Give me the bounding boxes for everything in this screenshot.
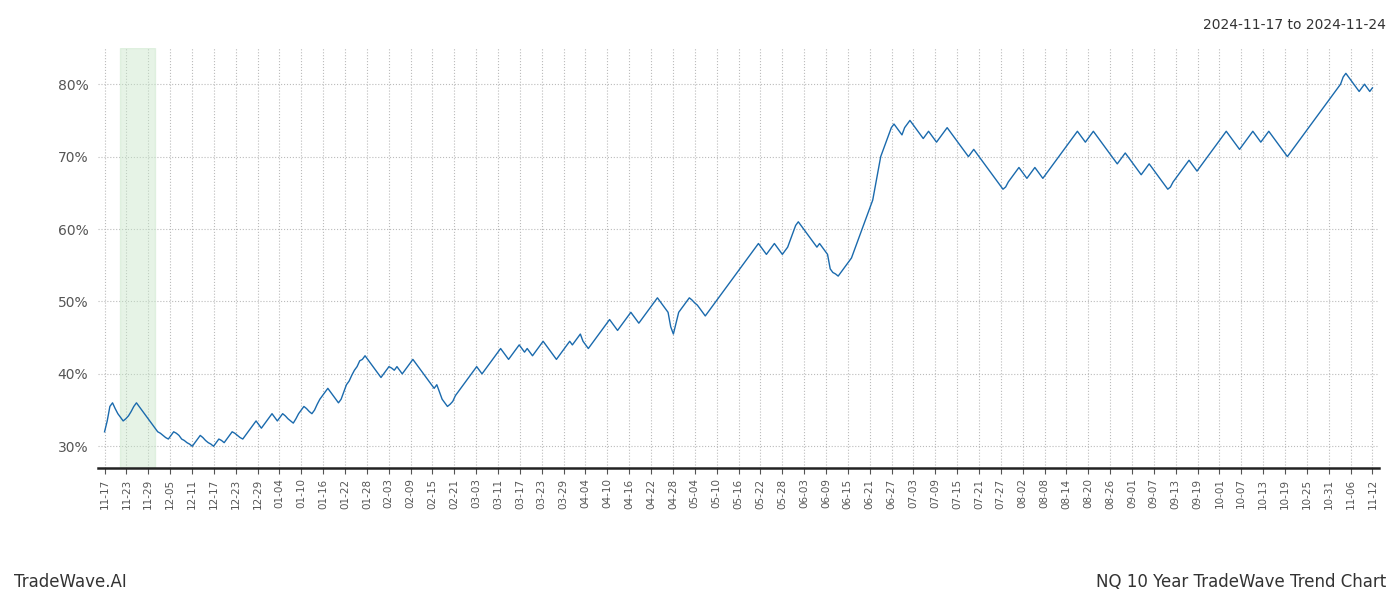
- Text: NQ 10 Year TradeWave Trend Chart: NQ 10 Year TradeWave Trend Chart: [1096, 573, 1386, 591]
- Bar: [120, 48, 155, 468]
- Text: 2024-11-17 to 2024-11-24: 2024-11-17 to 2024-11-24: [1203, 18, 1386, 32]
- Text: TradeWave.AI: TradeWave.AI: [14, 573, 127, 591]
